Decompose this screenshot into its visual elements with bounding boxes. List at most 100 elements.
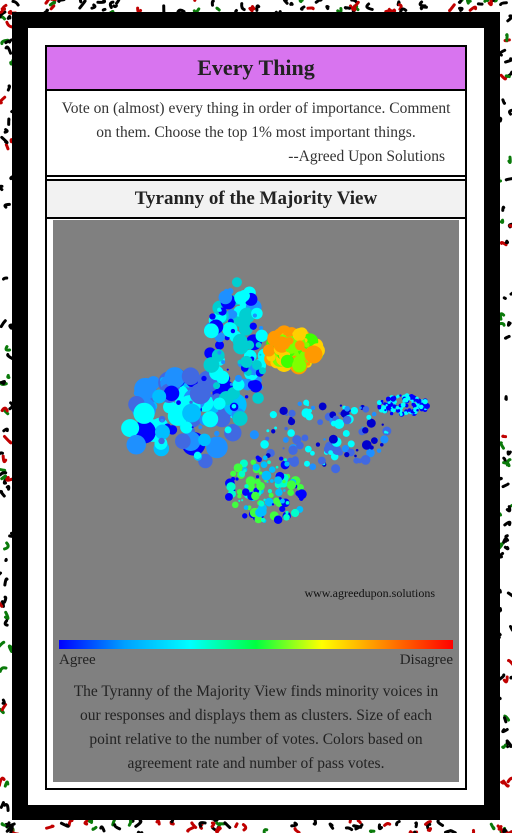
cluster-dot: [265, 436, 270, 441]
cluster-dot: [262, 455, 268, 461]
squiggle: [127, 819, 133, 827]
squiggle: [507, 155, 512, 164]
cluster-dot: [395, 405, 400, 410]
cluster-dot: [181, 367, 200, 386]
squiggle: [448, 3, 456, 13]
cluster-dot: [189, 383, 211, 405]
squiggle: [419, 5, 428, 11]
squiggle: [505, 505, 512, 513]
squiggle: [176, 8, 186, 14]
squiggle: [223, 821, 232, 829]
cluster-dot: [230, 328, 236, 334]
squiggle: [502, 296, 507, 300]
squiggle: [88, 818, 94, 824]
cluster-dot: [328, 450, 333, 455]
squiggle: [255, 4, 261, 12]
cluster-dot: [362, 405, 370, 413]
squiggle: [314, 0, 323, 4]
squiggle: [3, 128, 9, 134]
cluster-dot: [269, 340, 273, 345]
watermark: www.agreedupon.solutions: [304, 586, 435, 600]
cluster-dot: [167, 425, 178, 435]
cluster-dot: [255, 455, 260, 460]
squiggle: [506, 658, 512, 666]
cluster-dot: [415, 398, 419, 402]
section-title[interactable]: Tyranny of the Majority View: [47, 179, 465, 219]
cluster-dot: [249, 430, 259, 440]
cluster-dot: [283, 332, 286, 336]
cluster-dot: [224, 426, 232, 434]
cluster-dot: [371, 411, 377, 417]
cluster-dot: [182, 403, 202, 423]
description: The Tyranny of the Majority View finds m…: [73, 683, 439, 772]
cluster-dot: [229, 382, 233, 386]
cluster-dot: [278, 486, 281, 490]
squiggle: [108, 0, 115, 9]
cluster-dot: [244, 484, 249, 489]
cluster-dot: [304, 460, 310, 467]
squiggle: [501, 98, 507, 105]
squiggle: [0, 601, 4, 608]
squiggle: [6, 352, 14, 361]
cluster-dot: [411, 402, 416, 407]
cluster-dot: [315, 442, 321, 447]
cluster-dot: [238, 470, 246, 478]
cluster-dot: [320, 403, 324, 408]
scale-left: Agree: [59, 652, 96, 668]
cluster-dot: [287, 417, 296, 426]
cluster-dot: [385, 403, 388, 407]
cluster-dot: [377, 406, 382, 410]
cluster-dot: [198, 425, 203, 430]
cluster-dot: [283, 489, 286, 492]
cluster-dot: [152, 389, 167, 404]
squiggle: [499, 441, 505, 450]
squiggle: [3, 619, 9, 627]
squiggle: [289, 1, 294, 6]
squiggle: [9, 825, 14, 833]
squiggle: [299, 5, 306, 11]
cluster-dot: [418, 404, 424, 410]
squiggle: [0, 184, 4, 192]
cluster-dot: [244, 340, 255, 350]
squiggle: [78, 0, 83, 4]
squiggle: [504, 57, 512, 64]
cluster-dot: [243, 505, 249, 510]
cluster-dot: [206, 436, 228, 459]
cluster-dot: [198, 433, 211, 447]
squiggle: [6, 15, 12, 20]
cluster-dot: [241, 499, 244, 502]
cluster-dot: [280, 354, 295, 369]
cluster-dot: [297, 401, 302, 407]
squiggle: [3, 577, 9, 587]
cluster-dot: [231, 277, 242, 288]
visualization: www.agreedupon.solutions Agree Disagree …: [53, 220, 459, 782]
cluster-dot: [404, 411, 408, 415]
cluster-dot: [370, 437, 378, 445]
squiggle: [0, 7, 4, 14]
squiggle: [504, 177, 512, 182]
squiggle: [499, 218, 505, 224]
cluster-dot: [234, 374, 243, 383]
squiggle: [240, 2, 246, 12]
cluster-dot: [245, 359, 248, 363]
cluster-dot: [226, 368, 229, 371]
cluster-dot: [360, 455, 371, 465]
squiggle: [503, 716, 508, 724]
intro: Vote on (almost) every thing in order of…: [47, 91, 465, 177]
cluster-dot: [339, 404, 343, 407]
cluster-dot: [350, 406, 359, 415]
squiggle: [241, 823, 248, 832]
cluster-dot: [268, 492, 274, 498]
squiggle: [448, 829, 457, 833]
cluster-dot: [252, 392, 264, 404]
cluster-dot: [163, 385, 180, 402]
squiggle: [198, 821, 207, 828]
squiggle: [293, 827, 301, 833]
cluster-dot: [237, 359, 242, 365]
squiggle: [356, 819, 362, 825]
squiggle: [306, 6, 315, 11]
cluster-dot: [222, 322, 238, 338]
cluster-dot: [232, 378, 245, 391]
squiggle: [499, 73, 508, 81]
cluster-dot: [304, 445, 312, 453]
